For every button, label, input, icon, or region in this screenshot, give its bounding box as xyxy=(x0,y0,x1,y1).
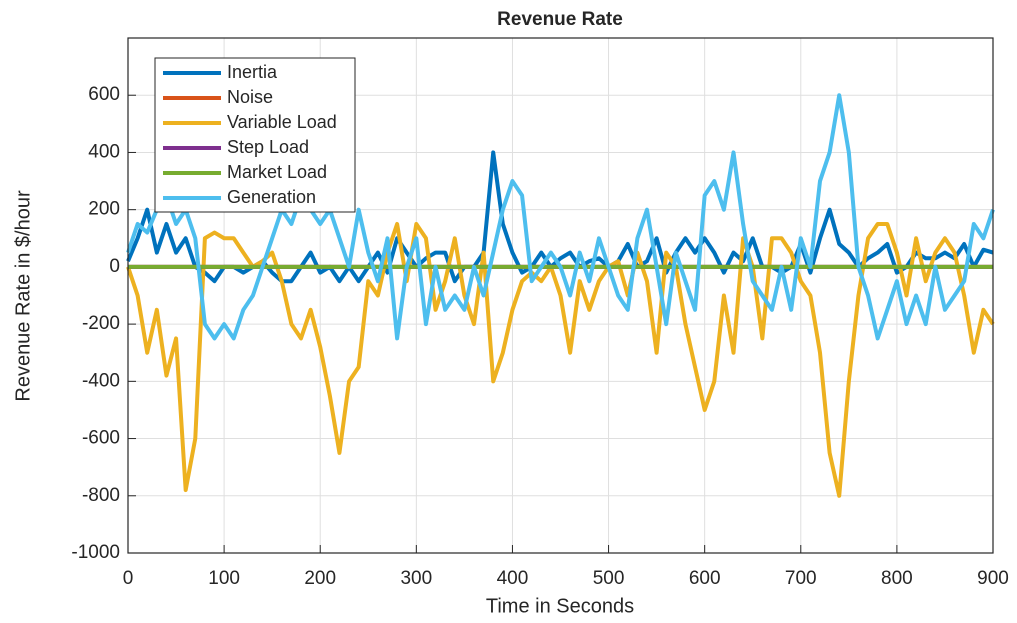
y-tick-label: -200 xyxy=(82,313,120,334)
x-tick-label: 300 xyxy=(400,568,432,589)
x-tick-label: 700 xyxy=(785,568,817,589)
y-axis-label: Revenue Rate in $/hour xyxy=(12,190,34,402)
x-tick-label: 500 xyxy=(593,568,625,589)
y-tick-label: 200 xyxy=(88,199,120,220)
x-tick-label: 600 xyxy=(689,568,721,589)
y-tick-label: -600 xyxy=(82,428,120,449)
series-line xyxy=(126,150,994,284)
y-tick-label: -800 xyxy=(82,485,120,506)
y-tick-label: 600 xyxy=(88,84,120,105)
legend-label: Noise xyxy=(227,87,273,107)
legend-label: Generation xyxy=(227,187,316,207)
y-tick-label: 400 xyxy=(88,141,120,162)
legend-label: Step Load xyxy=(227,137,309,157)
x-tick-label: 400 xyxy=(497,568,529,589)
x-tick-label: 200 xyxy=(304,568,336,589)
legend-label: Market Load xyxy=(227,162,327,182)
axes-box xyxy=(127,37,994,554)
chart-title: Revenue Rate xyxy=(497,9,623,30)
x-tick-label: 800 xyxy=(881,568,913,589)
legend-label: Inertia xyxy=(227,62,278,82)
legend-box xyxy=(154,57,356,213)
x-axis-label: Time in Seconds xyxy=(486,595,634,617)
y-tick-label: 0 xyxy=(109,256,120,277)
x-tick-label: 100 xyxy=(208,568,240,589)
series-line xyxy=(126,93,995,341)
x-tick-label: 900 xyxy=(977,568,1009,589)
series-line xyxy=(126,221,995,498)
x-tick-label: 0 xyxy=(123,568,134,589)
y-tick-label: -1000 xyxy=(71,542,120,563)
y-tick-label: -400 xyxy=(82,370,120,391)
legend-label: Variable Load xyxy=(227,112,337,132)
